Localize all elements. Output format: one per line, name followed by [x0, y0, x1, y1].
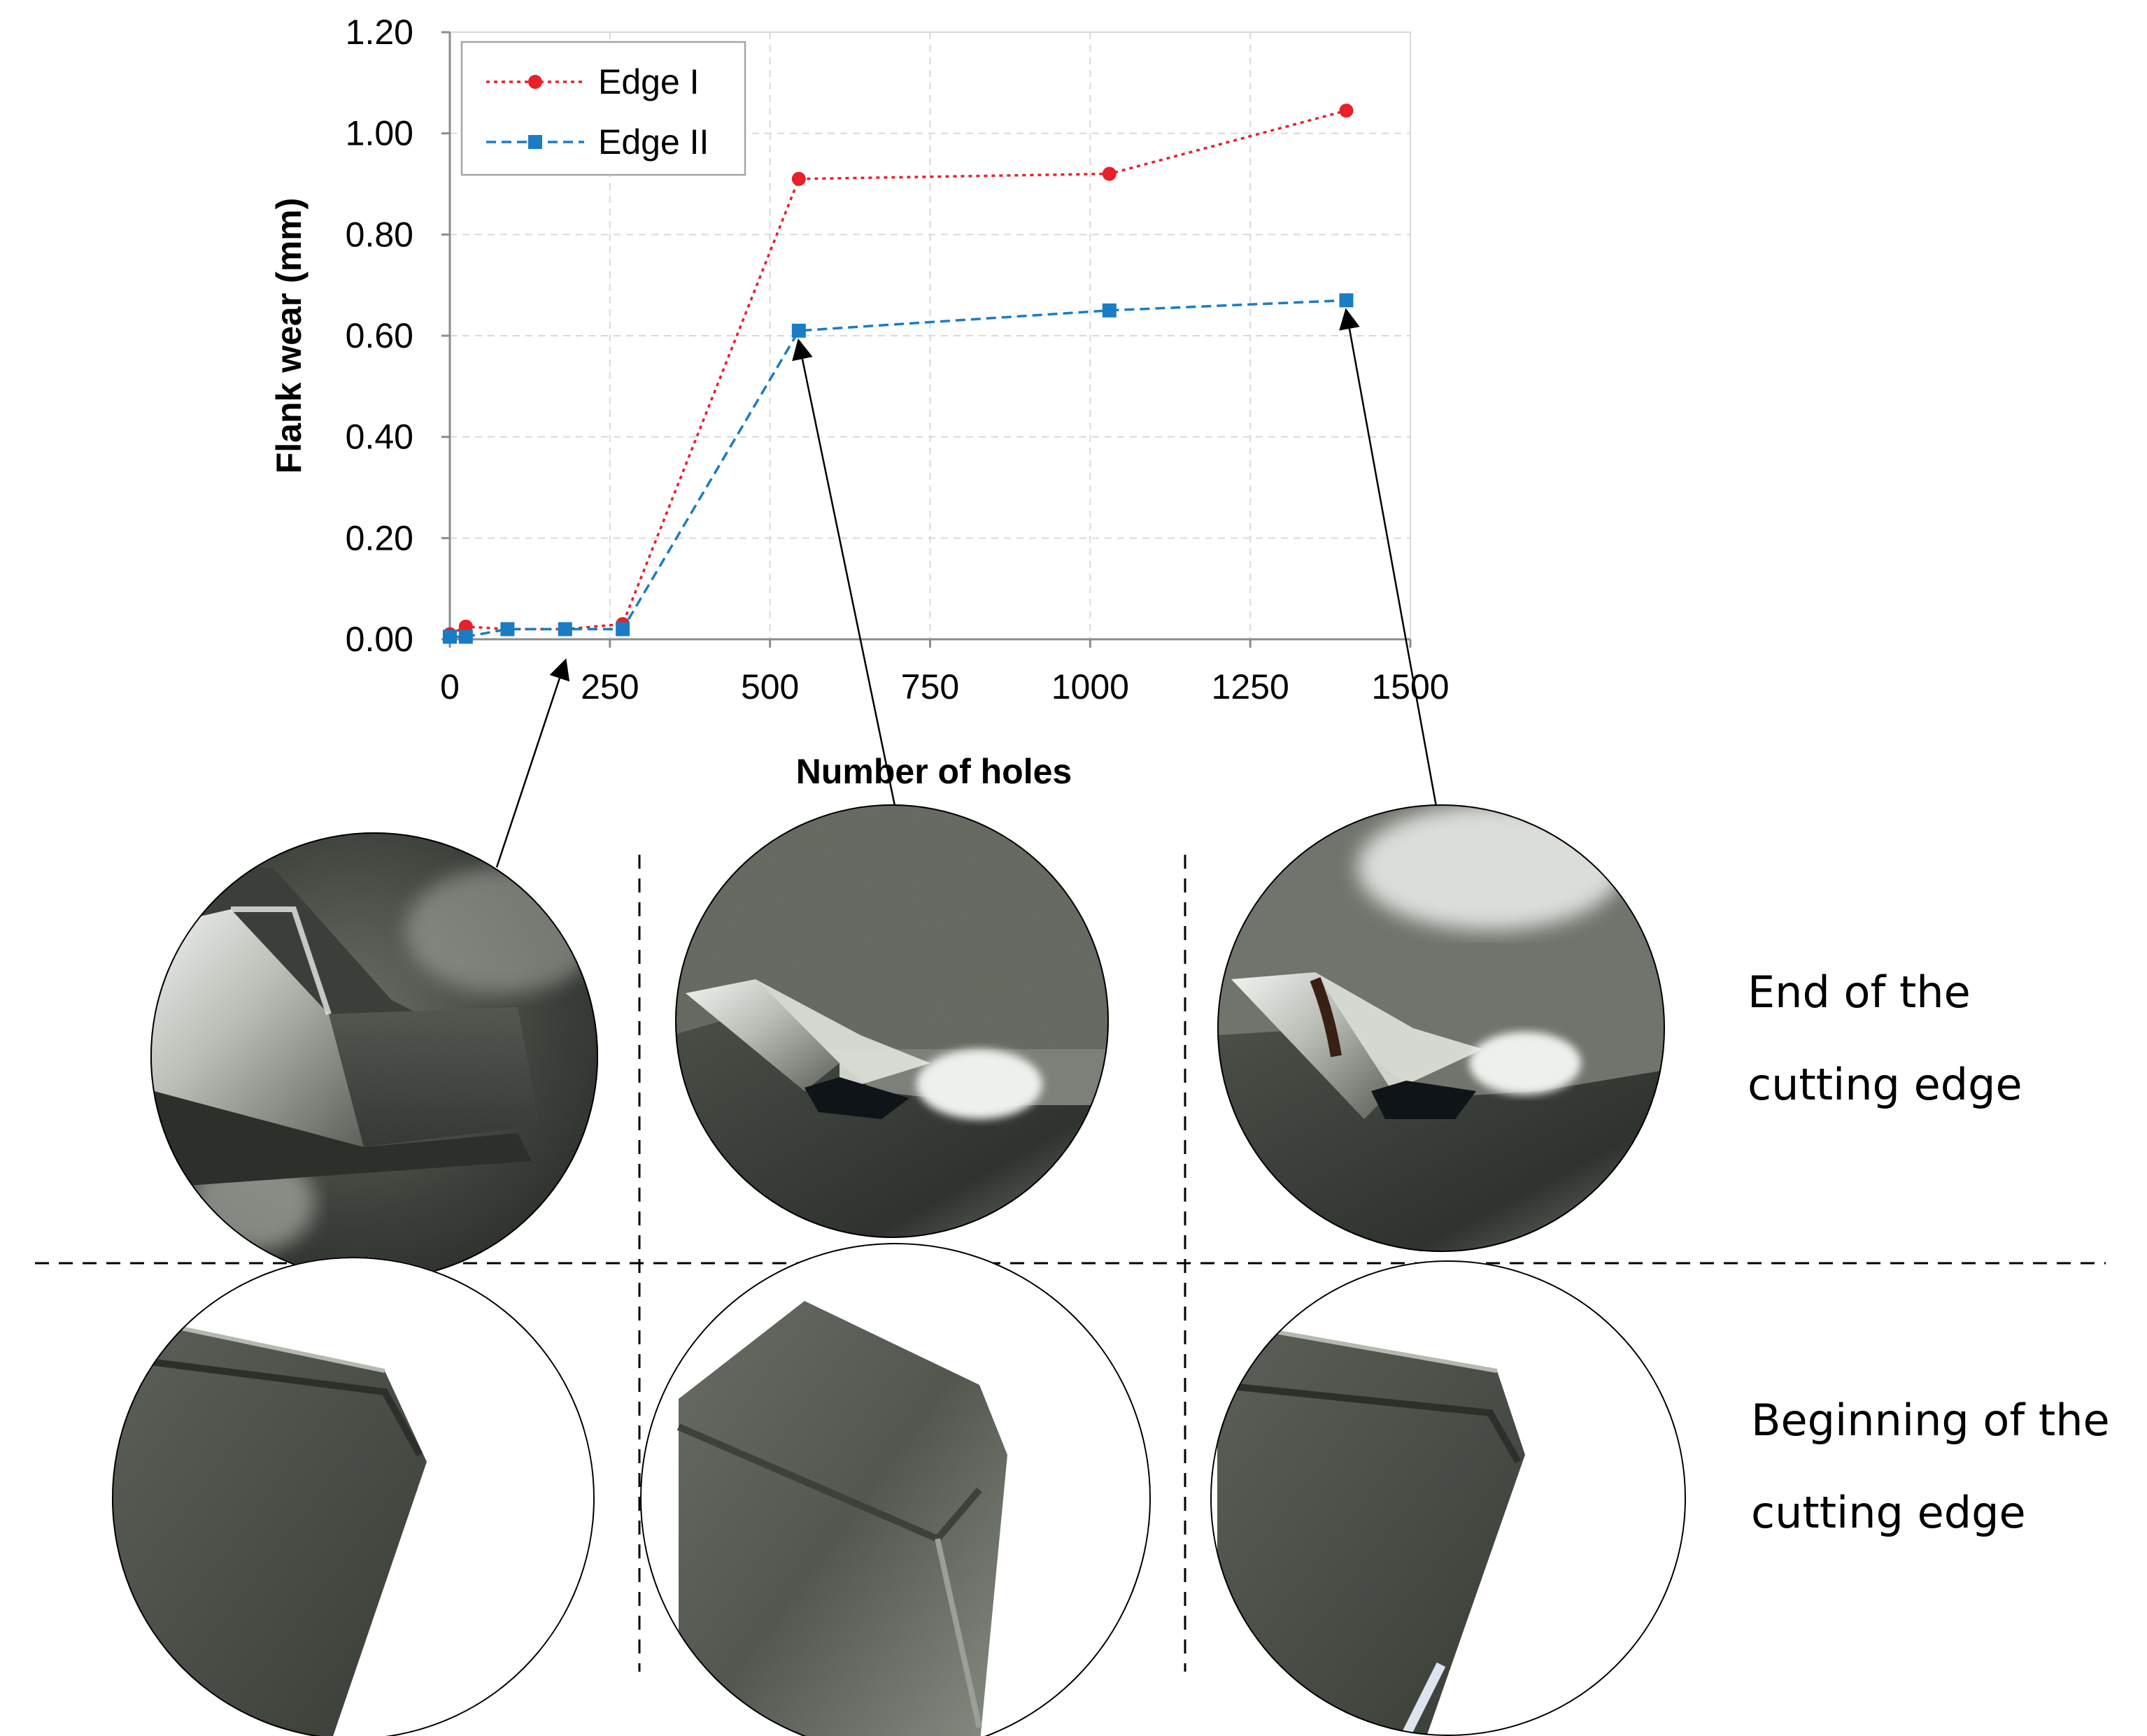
- y-tick-label: 1.20: [346, 13, 413, 52]
- row-label-beginning: Beginning of the cutting edge: [1751, 1395, 2110, 1538]
- flank-wear-chart: 0 250 500 750 1000 1250 1500 0.000.200.400.600…: [269, 13, 1450, 791]
- data-point-edge-2: [500, 622, 515, 636]
- row-label-end: End of the cutting edge: [1748, 967, 2022, 1110]
- y-axis-label: Flank wear (mm): [269, 198, 309, 474]
- photo-end-2: [675, 804, 1109, 1238]
- axes: [441, 31, 1412, 648]
- photo-end-3: [1217, 804, 1665, 1252]
- data-point-edge-2: [458, 629, 473, 644]
- x-tick-label: 1000: [1051, 667, 1129, 706]
- x-tick-label: 0: [440, 667, 460, 706]
- data-point-edge-1: [1102, 166, 1117, 181]
- y-tick-label: 0.20: [346, 518, 413, 557]
- data-point-edge-1: [791, 171, 806, 186]
- pointer-arrows: [495, 308, 1445, 868]
- row-label-beginning-line-2: cutting edge: [1751, 1487, 2026, 1538]
- arrow-1: [495, 658, 570, 868]
- arrow-2: [792, 338, 904, 844]
- row-label-beginning-line-1: Beginning of the: [1751, 1395, 2110, 1446]
- data-point-edge-1: [1339, 104, 1354, 118]
- photo-beginning-1: [112, 1257, 595, 1736]
- legend-marker-edge-2: [528, 135, 542, 149]
- y-tick-label: 0.00: [346, 620, 413, 659]
- photo-beginning-3: [1210, 1260, 1686, 1736]
- photo-beginning-2: [640, 1243, 1151, 1736]
- x-tick-label: 500: [741, 667, 799, 706]
- data-point-edge-2: [558, 622, 572, 636]
- x-tick-label: 1250: [1212, 667, 1289, 706]
- x-tick-label: 750: [901, 667, 959, 706]
- legend-label-edge-1: Edge I: [598, 62, 700, 101]
- legend: Edge I Edge II: [460, 41, 746, 176]
- arrow-3: [1339, 308, 1445, 846]
- y-tick-label: 0.60: [346, 316, 413, 355]
- x-tick-label: 1500: [1371, 667, 1449, 706]
- gridlines: [450, 31, 1411, 639]
- series-layer: [443, 104, 1354, 644]
- row-label-end-line-1: End of the: [1748, 967, 1971, 1018]
- data-point-edge-2: [443, 629, 457, 644]
- y-tick-label: 1.00: [346, 114, 413, 153]
- legend-marker-edge-1: [528, 75, 542, 89]
- data-point-edge-2: [616, 622, 630, 636]
- data-point-edge-2: [791, 323, 806, 338]
- x-tick-labels: 0 250 500 750 1000 1250 1500: [440, 667, 1450, 706]
- y-tick-label: 0.40: [346, 418, 413, 457]
- x-tick-label: 250: [581, 667, 639, 706]
- photo-end-1: [150, 832, 598, 1280]
- x-axis-label: Number of holes: [796, 752, 1072, 791]
- data-point-edge-2: [1102, 303, 1117, 318]
- row-label-end-line-2: cutting edge: [1748, 1059, 2022, 1110]
- legend-label-edge-2: Edge II: [598, 122, 709, 162]
- legend-box: [460, 41, 746, 176]
- y-tick-label: 0.80: [346, 215, 413, 254]
- data-point-edge-2: [1339, 293, 1354, 308]
- y-tick-labels: 0.00 0.20 0.40 0.60 0.80 1.00 1.20: [346, 13, 413, 659]
